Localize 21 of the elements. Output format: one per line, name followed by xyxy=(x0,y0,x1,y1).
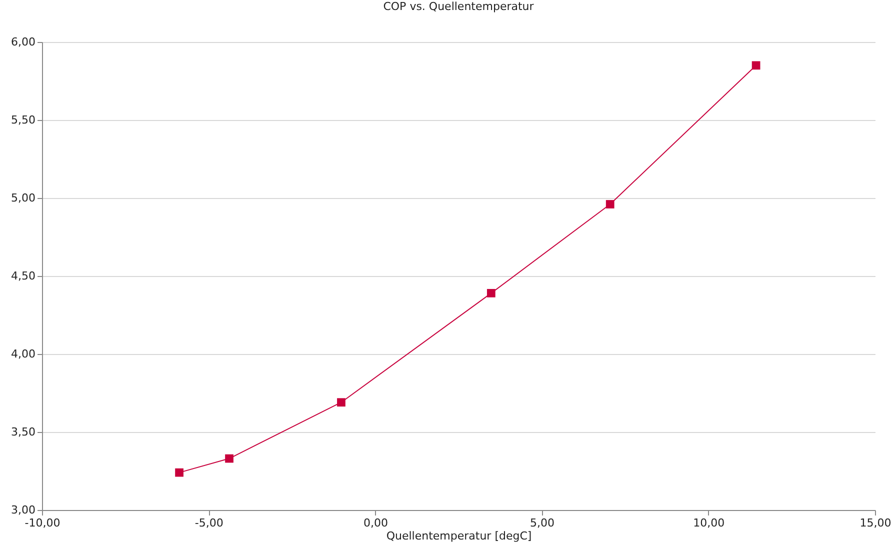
point xyxy=(225,454,234,463)
y-tick-label: 3,50 xyxy=(11,426,36,438)
x-tick-label: -5,00 xyxy=(194,516,224,530)
y-tick-label: 6,00 xyxy=(11,36,36,48)
point xyxy=(337,398,346,407)
chart-title: COP vs. Quellentemperatur xyxy=(383,0,534,13)
x-tick-label: 0,00 xyxy=(363,516,388,530)
y-tick-label: 4,50 xyxy=(11,270,36,282)
x-tick-label: 10,00 xyxy=(693,516,725,530)
point xyxy=(606,200,614,208)
point xyxy=(752,61,760,70)
x-tick-label: 15,00 xyxy=(860,516,892,530)
y-tick-label: 5,50 xyxy=(11,114,36,126)
y-tick-label: 4,00 xyxy=(11,348,36,360)
x-tick-label: -10,00 xyxy=(24,516,60,530)
x-axis-title: Quellentemperatur [degC] xyxy=(386,530,532,542)
x-tick-label: 5,00 xyxy=(530,516,555,530)
y-tick-label: 3,00 xyxy=(11,504,36,516)
point xyxy=(175,468,184,477)
y-tick-label: 5,00 xyxy=(11,192,36,204)
point xyxy=(486,288,496,298)
